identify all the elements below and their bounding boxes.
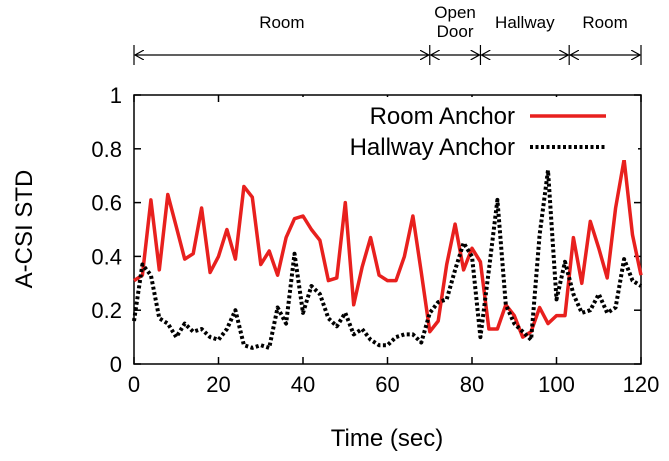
- x-tick-label: 80: [460, 372, 484, 397]
- x-tick-label: 120: [623, 372, 660, 397]
- region-label: Room: [582, 13, 627, 32]
- legend-background: [285, 97, 638, 160]
- region-label-word: Open: [434, 3, 476, 22]
- x-axis-title: Time (sec): [331, 425, 443, 452]
- x-tick-label: 100: [538, 372, 575, 397]
- region-label: Hallway: [495, 13, 555, 32]
- legend-label: Room Anchor: [370, 103, 515, 130]
- x-tick-label: 20: [206, 372, 230, 397]
- x-tick-label: 60: [375, 372, 399, 397]
- region-label: Open Door: [434, 3, 476, 41]
- y-tick-label: 0.8: [91, 137, 122, 162]
- region-annotations: Room Open Door Hallway Room: [133, 3, 642, 65]
- axis-ticks: 0 20 40 60 80 100 120 0 0.2 0.4 0.6 0.8 1: [91, 83, 659, 397]
- y-tick-label: 0.4: [91, 244, 122, 269]
- series-line-hallway-anchor: [132, 168, 643, 350]
- y-tick-label: 0: [110, 352, 122, 377]
- region-label: Room: [259, 13, 304, 32]
- legend-label: Hallway Anchor: [350, 134, 515, 161]
- series-line-room-anchor: [133, 157, 643, 339]
- region-label-word: Door: [437, 22, 474, 41]
- y-tick-label: 0.2: [91, 298, 122, 323]
- x-tick-label: 40: [291, 372, 315, 397]
- x-tick-label: 0: [128, 372, 140, 397]
- y-tick-label: 0.6: [91, 191, 122, 216]
- legend: Room Anchor Hallway Anchor: [285, 97, 638, 161]
- y-axis-title: A-CSI STD: [11, 170, 38, 289]
- y-tick-label: 1: [110, 83, 122, 108]
- series-lines: [132, 157, 643, 350]
